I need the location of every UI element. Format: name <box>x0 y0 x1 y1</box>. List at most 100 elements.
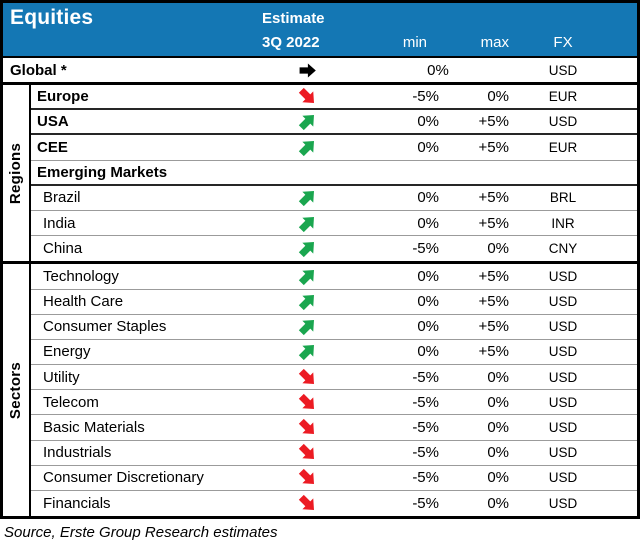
table-row-industrials: Industrials -5% 0% USD <box>31 440 637 466</box>
source-note: Source, Erste Group Research estimates <box>4 524 278 541</box>
fx-value: USD <box>548 344 578 360</box>
sectors-rows: Technology 0% +5% USD Health Care 0% +5% <box>31 264 637 517</box>
min-value: -5% <box>412 240 439 258</box>
table-row-energy: Energy 0% +5% USD <box>31 339 637 366</box>
min-value: 0% <box>417 293 439 311</box>
table-row-global: Global * 0% USD <box>3 58 637 82</box>
max-value: +5% <box>478 138 509 156</box>
fx-value: USD <box>548 294 578 310</box>
trend-arrow-icon <box>298 368 314 384</box>
row-label: Telecom <box>43 393 99 411</box>
trend-arrow-icon <box>298 320 314 336</box>
regions-group-label: Regions <box>3 85 31 262</box>
max-value: +5% <box>478 214 509 232</box>
row-label: Consumer Discretionary <box>43 469 204 487</box>
trend-arrow-icon <box>298 115 314 131</box>
fx-value: EUR <box>548 139 578 155</box>
trend-arrow-icon <box>298 469 314 485</box>
row-label: Basic Materials <box>43 419 145 437</box>
row-label: Industrials <box>43 444 112 462</box>
table-row-brazil: Brazil 0% +5% BRL <box>31 185 637 211</box>
regions-section: Regions Europe -5% 0% EUR USA <box>3 85 637 265</box>
fx-value: USD <box>548 445 578 461</box>
table-row-cee: CEE 0% +5% EUR <box>31 135 637 161</box>
min-value: 0% <box>417 113 439 131</box>
table-row-utility: Utility -5% 0% USD <box>31 365 637 391</box>
min-value: -5% <box>412 393 439 411</box>
max-value: +5% <box>478 318 509 336</box>
table-row-china: China -5% 0% CNY <box>31 236 637 262</box>
trend-arrow-icon <box>298 444 314 460</box>
trend-arrow <box>275 466 339 490</box>
fx-value: USD <box>548 420 578 436</box>
estimate-column-label: Estimate <box>262 10 325 27</box>
fx-value: INR <box>551 215 575 231</box>
trend-arrow <box>275 85 339 108</box>
max-value: 0% <box>487 469 509 487</box>
min-value: 0% <box>417 189 439 207</box>
table-title: Equities <box>10 6 94 29</box>
trend-arrow <box>275 186 339 210</box>
estimates-table: Equities Estimate 3Q 2022 min max FX Glo… <box>0 0 640 520</box>
fx-value: USD <box>548 369 578 385</box>
row-label: Brazil <box>43 189 81 207</box>
table-row-usa: USA 0% +5% USD <box>31 110 637 136</box>
fx-value: USD <box>548 470 578 486</box>
trend-arrow-icon <box>298 242 314 258</box>
min-value: -5% <box>412 495 439 513</box>
row-label: Emerging Markets <box>37 163 168 181</box>
min-value: -5% <box>412 88 439 106</box>
trend-arrow <box>275 135 339 159</box>
trend-arrow <box>275 58 339 82</box>
sectors-section: Sectors Technology 0% +5% USD Health Car… <box>3 264 637 517</box>
table-row-telecom: Telecom -5% 0% USD <box>31 390 637 416</box>
range-value: 0% <box>427 61 449 79</box>
table-row-consumer-discretionary: Consumer Discretionary -5% 0% USD <box>31 465 637 491</box>
min-value: 0% <box>417 318 439 336</box>
min-value: -5% <box>412 419 439 437</box>
fx-value: USD <box>548 496 578 512</box>
max-value: 0% <box>487 444 509 462</box>
trend-arrow-icon <box>298 494 314 511</box>
row-label: Consumer Staples <box>43 318 167 336</box>
trend-arrow-icon <box>298 140 314 157</box>
trend-arrow-icon <box>298 393 314 409</box>
row-label: Technology <box>43 267 119 285</box>
row-label: India <box>43 214 76 232</box>
right-arrow-icon <box>299 63 316 77</box>
fx-value: EUR <box>548 89 578 105</box>
row-label: Global * <box>10 61 67 79</box>
trend-arrow <box>275 390 339 414</box>
trend-arrow-icon <box>298 191 314 207</box>
min-column-header: min <box>402 34 427 51</box>
row-label: Health Care <box>43 293 124 311</box>
fx-value: USD <box>548 394 578 410</box>
table-row-europe: Europe -5% 0% EUR <box>31 85 637 111</box>
trend-arrow-icon <box>298 418 314 435</box>
fx-value: USD <box>548 268 578 284</box>
max-value: +5% <box>478 113 509 131</box>
fx-value: USD <box>548 62 578 78</box>
trend-arrow-icon <box>298 345 314 361</box>
trend-arrow <box>275 236 339 261</box>
fx-value: CNY <box>548 241 578 257</box>
max-value: +5% <box>478 189 509 207</box>
row-label: USA <box>37 113 69 131</box>
table-row-basic-materials: Basic Materials -5% 0% USD <box>31 415 637 441</box>
max-value: 0% <box>487 419 509 437</box>
trend-arrow <box>275 441 339 465</box>
trend-arrow <box>275 340 339 364</box>
max-value: 0% <box>487 240 509 258</box>
trend-arrow <box>275 415 339 439</box>
trend-arrow <box>275 491 339 516</box>
fx-value: BRL <box>549 190 577 206</box>
row-label: Energy <box>43 343 91 361</box>
regions-rows: Europe -5% 0% EUR USA 0% +5% USD <box>31 85 637 262</box>
trend-arrow <box>275 315 339 339</box>
trend-arrow <box>275 110 339 133</box>
trend-arrow-icon <box>298 216 314 232</box>
trend-arrow <box>275 211 339 235</box>
max-value: +5% <box>478 267 509 285</box>
min-value: 0% <box>417 138 439 156</box>
